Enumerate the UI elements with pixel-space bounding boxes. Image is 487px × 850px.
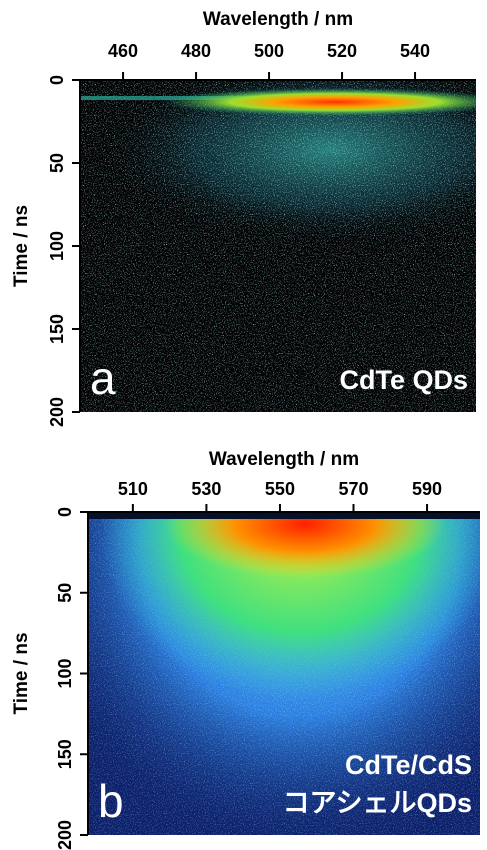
image-band	[160, 88, 476, 116]
y-tick-label: 150	[55, 739, 75, 769]
image-top	[88, 512, 480, 519]
annotation: コアシェルQDs	[283, 788, 472, 818]
annotation: CdTe QDs	[339, 365, 468, 395]
annotation: CdTe/CdS	[345, 750, 472, 780]
x-tick-label: 510	[118, 479, 148, 499]
y-tick-label: 200	[55, 820, 75, 850]
x-tick-label: 530	[191, 479, 221, 499]
image-speck	[80, 80, 476, 412]
y-axis-title: Time / ns	[11, 205, 32, 287]
x-axis-title: Wavelength / nm	[209, 449, 359, 470]
panel-label: b	[98, 775, 124, 827]
x-tick-label: 590	[412, 479, 442, 499]
y-tick-label: 100	[55, 658, 75, 688]
y-tick-label: 100	[47, 231, 67, 261]
x-tick-label: 550	[265, 479, 295, 499]
y-tick-label: 200	[47, 397, 67, 427]
y-tick-label: 0	[47, 75, 67, 85]
y-tick-label: 150	[47, 314, 67, 344]
y-tick-label: 50	[55, 583, 75, 603]
x-tick-label: 460	[108, 41, 138, 61]
y-tick-label: 0	[55, 507, 75, 517]
y-tick-label: 50	[47, 153, 67, 173]
panel-label: a	[90, 352, 116, 404]
x-tick-label: 570	[338, 479, 368, 499]
x-tick-label: 480	[181, 41, 211, 61]
x-tick-label: 540	[400, 41, 430, 61]
x-tick-label: 500	[254, 41, 284, 61]
x-axis-title: Wavelength / nm	[203, 9, 353, 30]
y-axis-title: Time / ns	[11, 632, 32, 714]
x-tick-label: 520	[327, 41, 357, 61]
streak-image	[80, 80, 476, 412]
image-hot	[165, 512, 445, 579]
streak-image	[88, 512, 480, 835]
